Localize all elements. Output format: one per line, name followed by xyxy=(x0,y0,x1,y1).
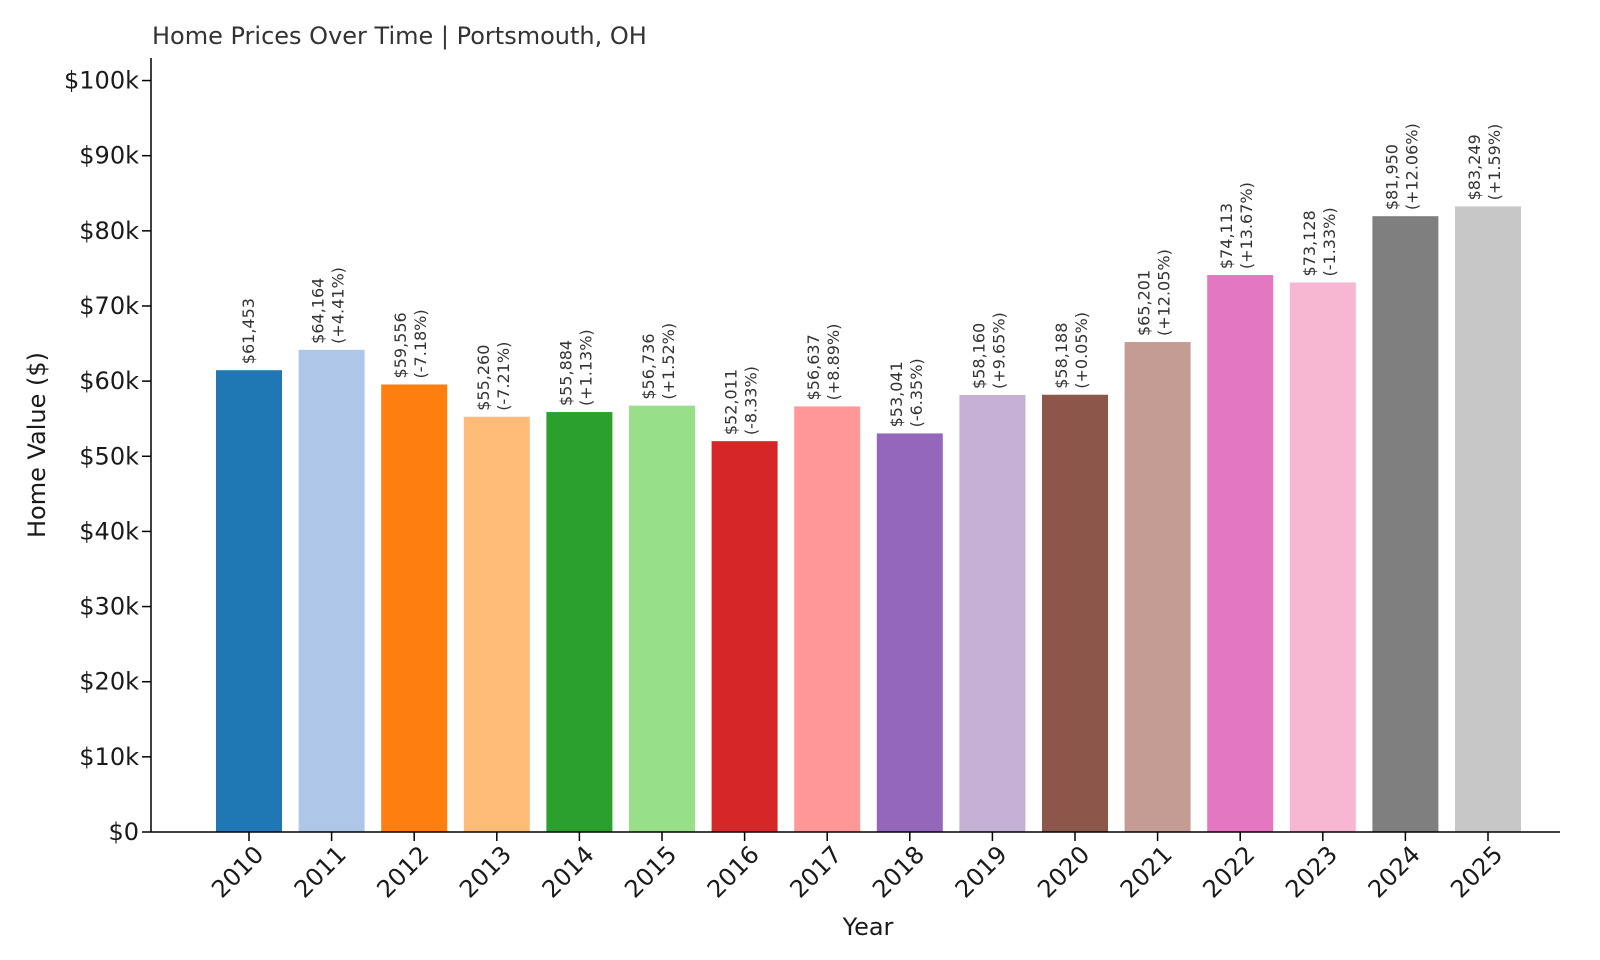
x-tick-label: 2016 xyxy=(702,840,765,903)
y-tick-label: $80k xyxy=(79,217,139,245)
y-tick-label: $10k xyxy=(79,743,139,771)
data-labels-group: $61,453 $64,164 (+4.41%) $59,556 (-7.18%) $55… xyxy=(239,123,1504,435)
data-label-change: (+12.05%) xyxy=(1155,249,1174,336)
y-tick-label: $90k xyxy=(79,142,139,170)
y-tick-label: $20k xyxy=(79,668,139,696)
data-label-value: $58,160 xyxy=(969,323,988,389)
data-label-change: (+12.06%) xyxy=(1402,123,1421,210)
data-label-value: $56,736 xyxy=(639,333,658,399)
data-label-value: $73,128 xyxy=(1300,210,1319,276)
data-label-value: $83,249 xyxy=(1465,134,1484,200)
data-label-change: (+13.67%) xyxy=(1237,182,1256,269)
x-tick-label: 2020 xyxy=(1032,840,1095,903)
x-tick-label: 2011 xyxy=(289,840,352,903)
data-label-change: (+8.89%) xyxy=(824,324,843,401)
y-tick-label: $60k xyxy=(79,367,139,395)
y-tick-label: $40k xyxy=(79,517,139,545)
x-tick-label: 2023 xyxy=(1280,840,1343,903)
bar-2016 xyxy=(711,441,778,832)
bar-2012 xyxy=(381,384,448,832)
data-label-change: (+9.65%) xyxy=(989,312,1008,389)
chart-title: Home Prices Over Time | Portsmouth, OH xyxy=(152,22,647,50)
bar-2018 xyxy=(876,433,943,832)
data-label-change: (-7.18%) xyxy=(411,309,430,378)
x-tick-label: 2014 xyxy=(537,840,600,903)
x-tick-label: 2018 xyxy=(867,840,930,903)
x-ticks-group: 2010 2011 2012 2013 2014 2015 2016 2017 2018 2019… xyxy=(206,832,1508,903)
x-tick-label: 2025 xyxy=(1445,840,1508,903)
data-label-value: $52,011 xyxy=(722,369,741,435)
y-tick-label: $100k xyxy=(64,67,139,95)
y-tick-label: $30k xyxy=(79,593,139,621)
data-label-change: (+0.05%) xyxy=(1072,312,1091,389)
x-tick-label: 2015 xyxy=(619,840,682,903)
y-ticks-group: $0 $10k $20k $30k $40k $50k $60k $70k $80k $90k $1… xyxy=(64,67,151,846)
x-tick-label: 2017 xyxy=(784,840,847,903)
x-tick-label: 2022 xyxy=(1197,840,1260,903)
bar-2014 xyxy=(546,412,613,832)
bar-2023 xyxy=(1289,282,1356,832)
data-label-value: $55,884 xyxy=(556,340,575,406)
bar-2015 xyxy=(629,405,695,832)
bar-2013 xyxy=(463,416,530,832)
bar-2020 xyxy=(1042,394,1108,832)
data-label-value: $64,164 xyxy=(309,278,328,344)
bar-2021 xyxy=(1124,342,1191,832)
bar-2022 xyxy=(1207,275,1274,832)
data-label-value: $53,041 xyxy=(887,361,906,427)
data-label-value: $58,188 xyxy=(1052,323,1071,389)
x-tick-label: 2019 xyxy=(950,840,1013,903)
data-label-value: $65,201 xyxy=(1135,270,1154,336)
data-label-change: (+1.52%) xyxy=(659,323,678,400)
bar-2019 xyxy=(959,394,1026,832)
y-tick-label: $70k xyxy=(79,292,139,320)
x-tick-label: 2021 xyxy=(1115,840,1178,903)
x-tick-label: 2024 xyxy=(1363,840,1426,903)
data-label-value: $56,637 xyxy=(804,334,823,400)
bar-2010 xyxy=(216,370,282,832)
bar-2024 xyxy=(1372,216,1439,833)
data-label-change: (-6.35%) xyxy=(907,358,926,427)
x-tick-label: 2013 xyxy=(454,840,517,903)
data-label-value: $59,556 xyxy=(391,312,410,378)
data-label-value: $81,950 xyxy=(1382,144,1401,210)
y-tick-label: $0 xyxy=(108,818,139,846)
data-label-change: (-1.33%) xyxy=(1320,207,1339,276)
data-label-value: $55,260 xyxy=(474,345,493,411)
data-label-change: (-7.21%) xyxy=(494,342,513,411)
data-label-change: (+4.41%) xyxy=(329,267,348,344)
y-axis-label: Home Value ($) xyxy=(23,352,51,538)
data-label-change: (-8.33%) xyxy=(742,366,761,435)
bar-2017 xyxy=(794,406,861,832)
x-tick-label: 2010 xyxy=(206,840,269,903)
x-tick-label: 2012 xyxy=(371,840,434,903)
x-axis-label: Year xyxy=(842,913,894,941)
y-tick-label: $50k xyxy=(79,442,139,470)
data-label-value: $61,453 xyxy=(239,298,258,364)
bar-2011 xyxy=(298,349,365,832)
bar-2025 xyxy=(1455,206,1521,832)
bars-group xyxy=(216,206,1521,833)
data-label-change: (+1.13%) xyxy=(576,329,595,406)
data-label-change: (+1.59%) xyxy=(1485,124,1504,201)
data-label-value: $74,113 xyxy=(1217,203,1236,269)
